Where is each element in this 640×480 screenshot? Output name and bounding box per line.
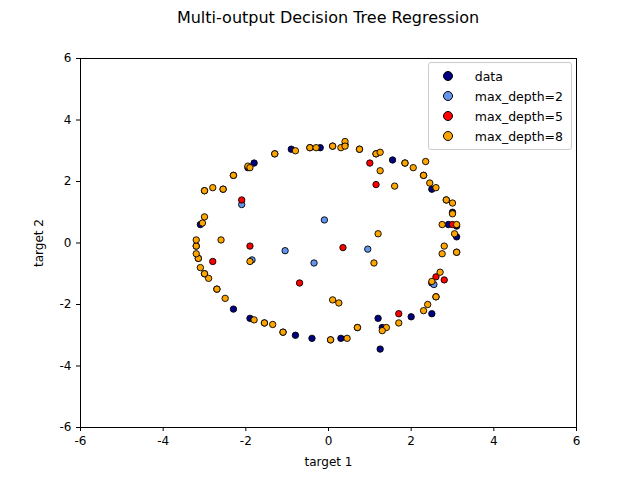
svg-text:-4: -4 xyxy=(60,359,72,373)
svg-text:-2: -2 xyxy=(240,434,252,448)
svg-text:2: 2 xyxy=(64,174,72,188)
html-text:Multi-output Decision Tree Reg: Multi-output Decision Tree Regression xyxy=(176,8,480,27)
svg-text:-4: -4 xyxy=(157,434,169,448)
svg-text:6: 6 xyxy=(64,51,72,65)
svg-text:-6: -6 xyxy=(60,420,72,434)
html-text:data: data xyxy=(474,68,503,84)
svg-text:target 2: target 2 xyxy=(32,219,46,267)
svg-text:-6: -6 xyxy=(75,434,87,448)
html-text:max_depth=2: max_depth=2 xyxy=(474,88,563,104)
svg-text:4: 4 xyxy=(64,113,72,127)
svg-text:2: 2 xyxy=(407,434,415,448)
html-text:max_depth=5: max_depth=5 xyxy=(474,108,563,124)
svg-text:-2: -2 xyxy=(60,297,72,311)
svg-text:4: 4 xyxy=(490,434,498,448)
svg-text:0: 0 xyxy=(325,434,333,448)
svg-text:target 1: target 1 xyxy=(305,455,353,469)
html-text:max_depth=8: max_depth=8 xyxy=(474,128,563,144)
svg-text:6: 6 xyxy=(573,434,581,448)
svg-text:0: 0 xyxy=(64,236,72,250)
